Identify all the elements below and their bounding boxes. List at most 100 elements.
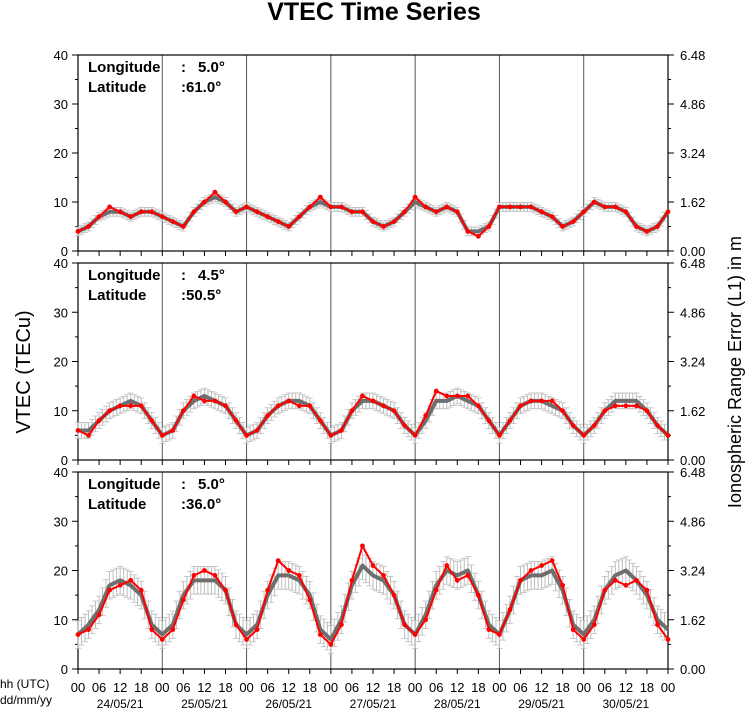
series-measured-point	[444, 563, 450, 568]
y-tick-label-right: 3.24	[680, 146, 705, 161]
chart-title: VTEC Time Series	[267, 0, 481, 26]
series-measured-point	[159, 432, 165, 438]
x-tick-label-hour: 18	[387, 680, 401, 695]
panel-latitude-label: Latitude	[88, 287, 146, 304]
series-measured-point	[497, 432, 502, 438]
series-measured-point	[370, 563, 376, 568]
y-tick-label-right: 0.00	[680, 662, 705, 677]
series-measured-point	[570, 627, 576, 632]
series-measured-point	[296, 403, 302, 409]
y-tick-label-left: 20	[54, 355, 68, 370]
x-tick-label-hour: 00	[408, 680, 422, 695]
series-measured-point	[602, 587, 608, 593]
series-measured-point	[360, 543, 365, 549]
series-measured-point	[412, 432, 418, 438]
series-measured-point	[623, 209, 629, 215]
series-measured-point	[75, 229, 81, 234]
series-measured-point	[233, 622, 239, 628]
series-measured-point	[644, 587, 650, 593]
series-measured-point	[633, 577, 639, 583]
series-measured-point	[275, 403, 281, 409]
series-measured-point	[633, 403, 639, 409]
x-tick-label-date: 30/05/21	[602, 697, 649, 711]
series-measured-point	[507, 204, 513, 210]
x-tick-label-date: 27/05/21	[350, 697, 397, 711]
series-measured-point	[518, 204, 523, 210]
series-measured-point	[655, 622, 660, 628]
x-tick-label-hour: 06	[260, 680, 274, 695]
series-measured-point	[107, 408, 113, 414]
series-measured-point	[180, 597, 186, 603]
series-measured-point	[412, 194, 418, 200]
series-measured-point	[486, 418, 492, 423]
series-measured-point	[96, 612, 102, 618]
series-measured-point	[539, 398, 544, 404]
series-measured-point	[433, 587, 439, 593]
panel-2	[72, 262, 674, 465]
series-measured-point	[86, 432, 91, 438]
y-tick-label-left: 30	[54, 97, 68, 112]
x-tick-label-hour: 00	[324, 680, 338, 695]
series-measured-point	[612, 577, 618, 583]
series-measured-point	[391, 592, 397, 598]
series-measured-point	[391, 408, 397, 414]
y-tick-label-left: 30	[54, 305, 68, 320]
series-measured-point	[381, 224, 386, 229]
series-measured-point	[212, 398, 218, 404]
y-tick-label-right: 1.62	[680, 195, 705, 210]
x-tick-label-hour: 12	[619, 680, 633, 695]
series-measured-point	[518, 577, 523, 583]
x-tick-label-hour: 12	[450, 680, 464, 695]
series-measured-point	[549, 398, 555, 404]
series-measured-point	[244, 637, 249, 642]
series-measured-point	[475, 403, 481, 409]
series-measured-point	[265, 214, 271, 220]
series-measured-point	[402, 423, 408, 428]
series-measured-point	[591, 423, 597, 428]
series-measured-point	[423, 413, 429, 419]
series-measured-point	[349, 577, 355, 583]
x-tick-label-hour: 06	[513, 680, 527, 695]
series-measured-point	[560, 408, 566, 414]
series-measured-point	[665, 209, 671, 215]
series-measured-point	[602, 408, 608, 414]
series-measured-point	[307, 597, 313, 603]
series-measured-point	[286, 224, 292, 229]
series-measured-point	[581, 209, 587, 215]
panel-longitude-value: 4.5°	[198, 267, 225, 284]
series-measured-point	[486, 224, 492, 229]
series-measured-point	[128, 214, 134, 220]
panel-latitude-colon: :	[181, 496, 186, 513]
series-measured-point	[338, 204, 344, 210]
x-tick-label-hour: 06	[176, 680, 190, 695]
x-tick-label-date: 24/05/21	[97, 697, 144, 711]
series-measured-point	[244, 432, 249, 438]
series-measured-point	[549, 558, 555, 564]
series-measured-point	[412, 632, 418, 637]
series-measured-point	[317, 418, 323, 423]
series-measured-point	[265, 413, 271, 419]
series-measured-point	[86, 224, 91, 229]
y-tick-label-left: 10	[54, 613, 68, 628]
panel-latitude-value: 61.0°	[186, 79, 221, 96]
series-measured-point	[254, 428, 260, 433]
series-measured-point	[223, 199, 228, 205]
series-measured-point	[202, 568, 207, 573]
series-measured-point	[107, 587, 113, 593]
panel-longitude-value: 5.0°	[198, 59, 225, 76]
x-tick-label-hour: 12	[197, 680, 211, 695]
series-measured-point	[296, 573, 302, 578]
series-measured-point	[96, 214, 102, 220]
y-tick-label-left: 0	[61, 244, 68, 259]
series-measured-point	[454, 393, 460, 399]
series-measured-point	[602, 204, 608, 210]
series-measured-point	[454, 209, 460, 215]
series-measured-point	[465, 393, 471, 399]
y-tick-label-left: 40	[54, 48, 68, 63]
series-measured-point	[328, 204, 334, 210]
series-measured-point	[633, 224, 639, 229]
y-tick-label-right: 1.62	[680, 613, 705, 628]
series-reference-line	[76, 563, 670, 642]
x-tick-label-hour: 00	[576, 680, 590, 695]
panel-latitude-value: 50.5°	[186, 287, 221, 304]
